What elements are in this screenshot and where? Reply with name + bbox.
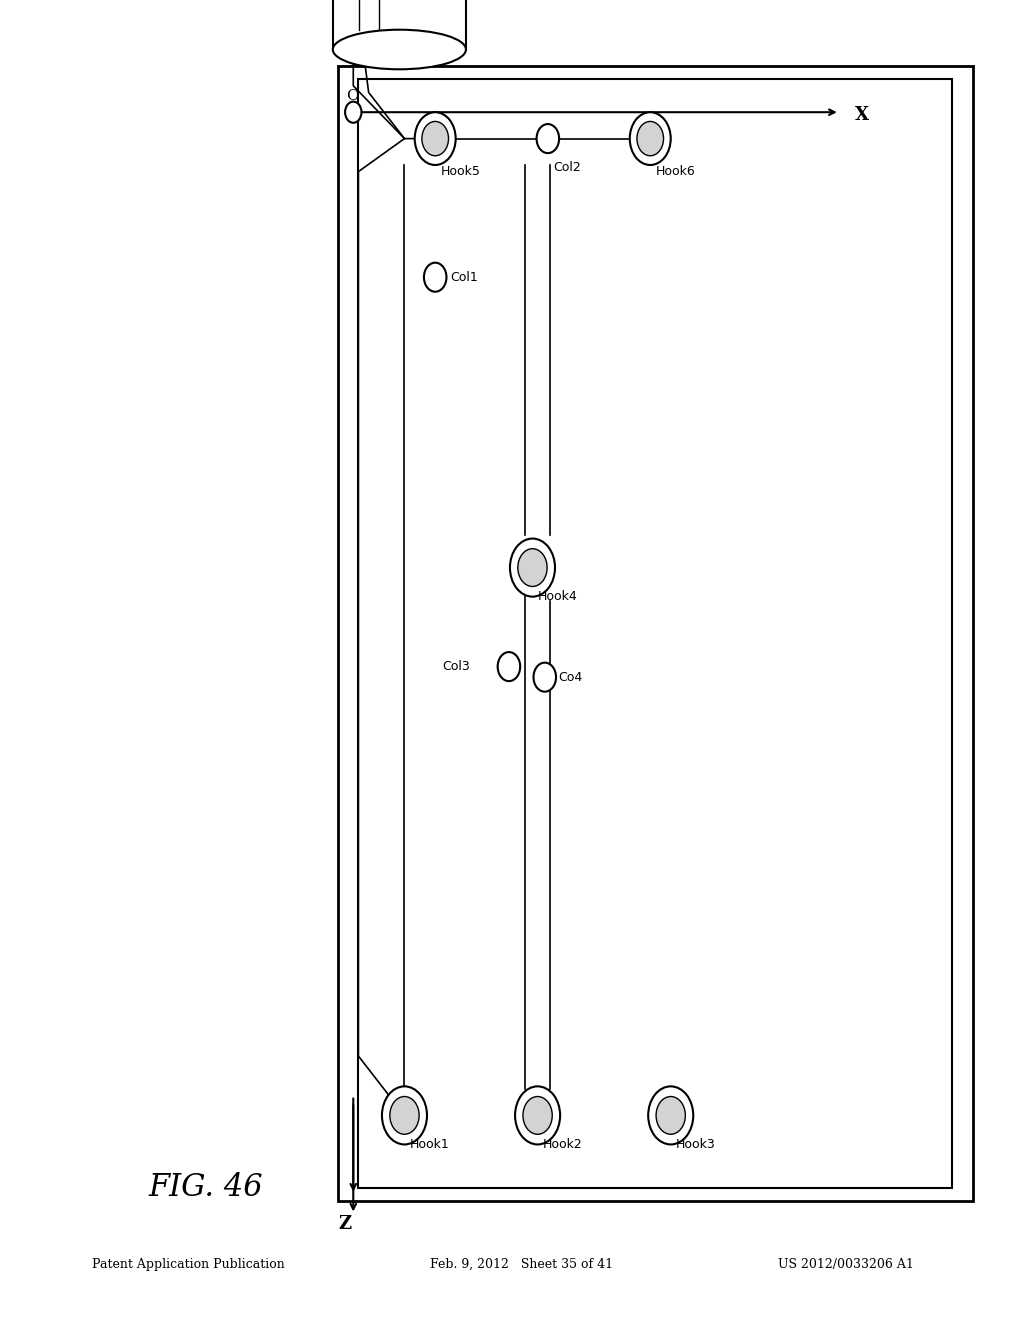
Text: Co4: Co4 xyxy=(558,671,583,684)
Text: Hook1: Hook1 xyxy=(410,1138,450,1151)
Text: Col2: Col2 xyxy=(553,161,581,174)
Text: X: X xyxy=(855,106,869,124)
Circle shape xyxy=(630,112,671,165)
Circle shape xyxy=(518,549,547,586)
Circle shape xyxy=(510,539,555,597)
Text: Hook5: Hook5 xyxy=(440,165,480,178)
Text: Z: Z xyxy=(338,1214,351,1233)
Circle shape xyxy=(424,263,446,292)
Circle shape xyxy=(382,1086,427,1144)
Text: Hook4: Hook4 xyxy=(538,590,578,603)
Circle shape xyxy=(415,112,456,165)
Circle shape xyxy=(498,652,520,681)
Text: FIG. 46: FIG. 46 xyxy=(148,1172,263,1204)
Circle shape xyxy=(656,1097,685,1134)
Circle shape xyxy=(515,1086,560,1144)
Circle shape xyxy=(523,1097,552,1134)
Ellipse shape xyxy=(333,30,466,69)
Circle shape xyxy=(422,121,449,156)
Circle shape xyxy=(637,121,664,156)
Text: US 2012/0033206 A1: US 2012/0033206 A1 xyxy=(778,1258,914,1271)
Circle shape xyxy=(345,102,361,123)
Text: Hook2: Hook2 xyxy=(543,1138,583,1151)
Bar xyxy=(338,66,973,1201)
Circle shape xyxy=(537,124,559,153)
Text: Hook6: Hook6 xyxy=(655,165,695,178)
Text: Hook3: Hook3 xyxy=(676,1138,716,1151)
FancyBboxPatch shape xyxy=(333,0,466,49)
Text: Patent Application Publication: Patent Application Publication xyxy=(92,1258,285,1271)
Circle shape xyxy=(390,1097,419,1134)
Circle shape xyxy=(534,663,556,692)
Bar xyxy=(358,79,952,1188)
Text: Col3: Col3 xyxy=(442,660,470,673)
Text: Feb. 9, 2012   Sheet 35 of 41: Feb. 9, 2012 Sheet 35 of 41 xyxy=(430,1258,613,1271)
Text: O: O xyxy=(346,90,358,103)
Text: Col1: Col1 xyxy=(451,271,478,284)
Circle shape xyxy=(648,1086,693,1144)
